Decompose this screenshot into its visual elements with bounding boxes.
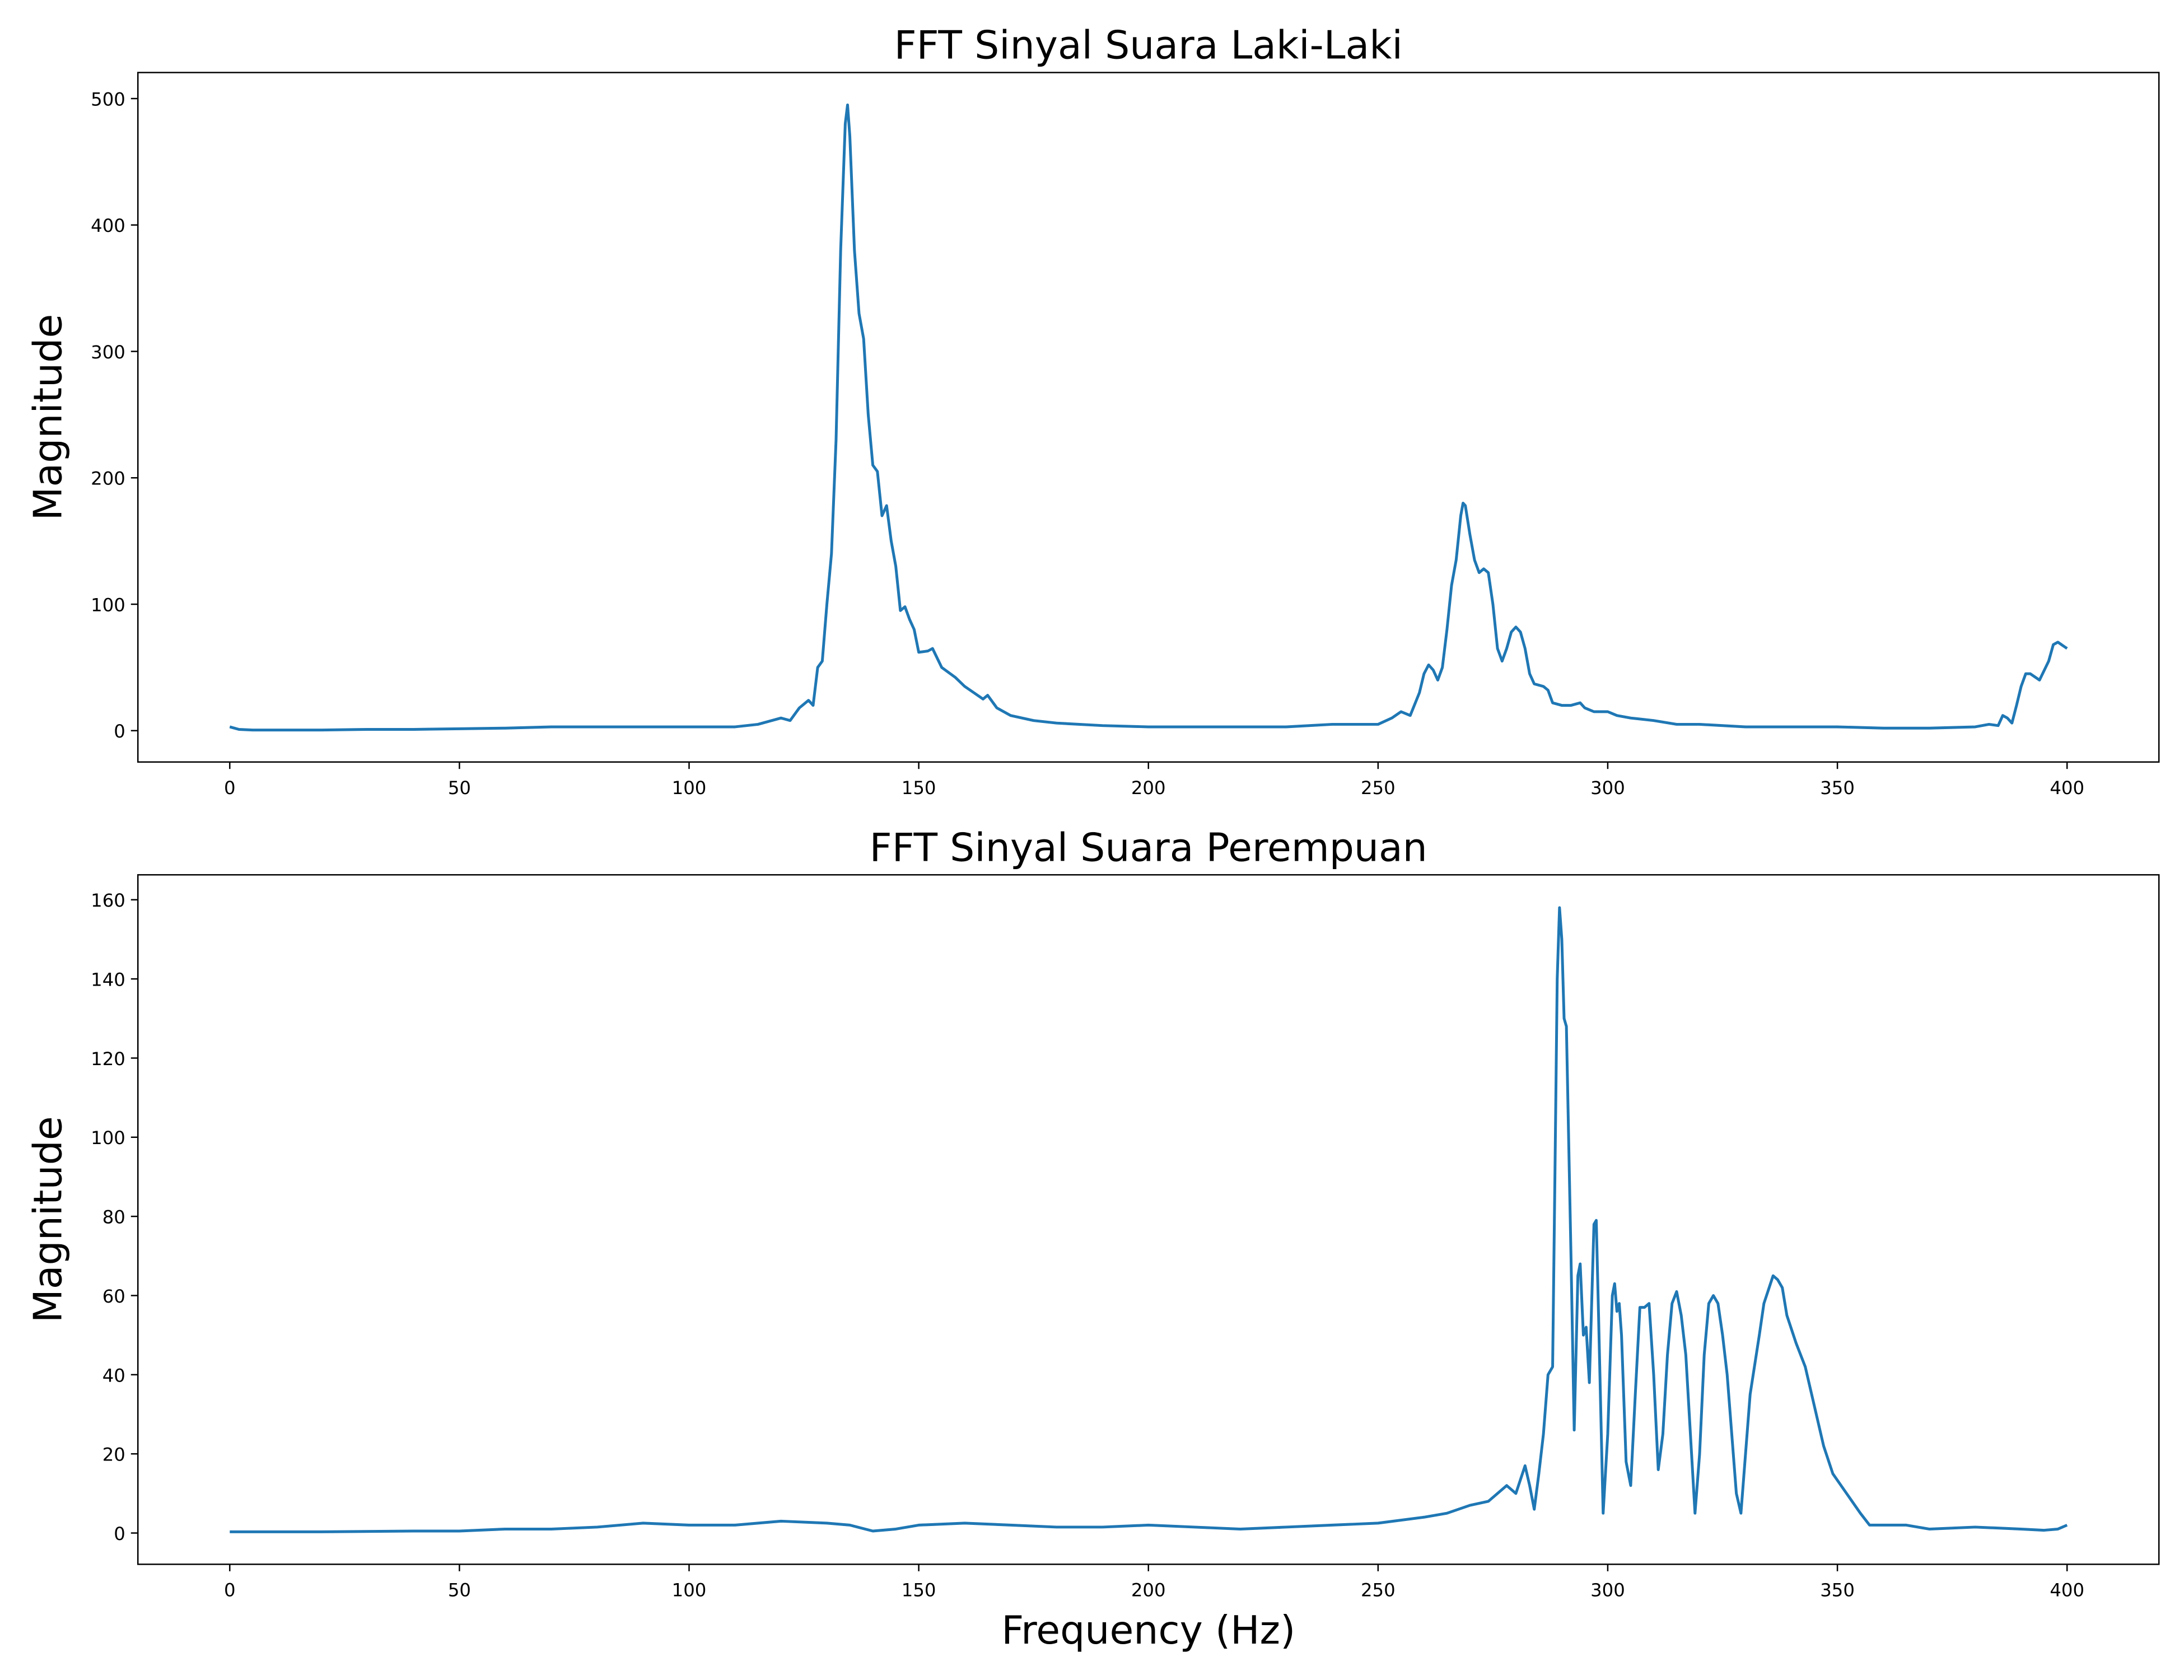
y-tick-label: 60 (102, 1286, 125, 1307)
y-tick-label: 400 (91, 215, 125, 236)
x-axis-label: Frequency (Hz) (1001, 1608, 1295, 1653)
y-tick-label: 120 (91, 1048, 125, 1070)
y-tick-label: 80 (102, 1207, 125, 1228)
y-tick-label: 100 (91, 594, 125, 615)
y-tick-label: 40 (102, 1365, 125, 1386)
x-tick-label: 100 (672, 777, 707, 799)
x-tick-label: 50 (448, 777, 471, 799)
data-line (229, 103, 2068, 732)
x-tick-label: 0 (224, 1580, 236, 1601)
chart-title: FFT Sinyal Suara Laki-Laki (894, 23, 1403, 68)
x-tick-label: 300 (1590, 777, 1625, 799)
data-line (230, 906, 2068, 1533)
x-tick-label: 400 (2050, 1580, 2084, 1601)
y-axis-label: Magnitude (25, 1116, 71, 1323)
y-tick-label: 0 (114, 721, 125, 742)
y-tick-label: 160 (91, 890, 125, 911)
y-tick-label: 500 (91, 88, 125, 110)
plot-frame (137, 72, 2160, 763)
plot-frame (137, 874, 2160, 1565)
x-tick-label: 300 (1590, 1580, 1625, 1601)
y-tick-label: 200 (91, 468, 125, 489)
x-tick-label: 350 (1820, 1580, 1855, 1601)
y-axis-label: Magnitude (25, 314, 71, 521)
x-tick-label: 150 (902, 1580, 936, 1601)
y-tick-label: 300 (91, 342, 125, 363)
x-tick-label: 200 (1131, 1580, 1166, 1601)
x-tick-label: 150 (902, 777, 936, 799)
x-tick-label: 250 (1361, 1580, 1396, 1601)
y-tick-label: 0 (114, 1523, 125, 1544)
y-tick-label: 20 (102, 1444, 125, 1466)
x-tick-label: 0 (224, 777, 236, 799)
y-tick-label: 140 (91, 969, 125, 990)
x-tick-label: 50 (448, 1580, 471, 1601)
x-tick-label: 200 (1131, 777, 1166, 799)
x-tick-label: 350 (1820, 777, 1855, 799)
x-tick-label: 250 (1361, 777, 1396, 799)
x-tick-label: 100 (672, 1580, 707, 1601)
chart-title: FFT Sinyal Suara Perempuan (870, 825, 1427, 870)
x-tick-label: 400 (2050, 777, 2084, 799)
y-tick-label: 100 (91, 1127, 125, 1149)
